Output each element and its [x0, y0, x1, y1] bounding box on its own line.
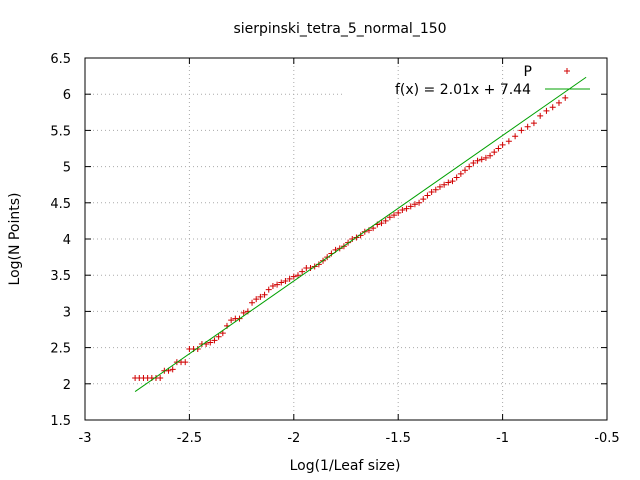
data-point [215, 333, 222, 340]
data-point [524, 123, 531, 130]
x-tick-label: -1 [496, 431, 509, 446]
data-point [424, 192, 431, 199]
data-point [549, 104, 556, 111]
data-point [491, 149, 498, 156]
data-point [261, 291, 268, 298]
legend-label-fit: f(x) = 2.01x + 7.44 [395, 82, 531, 98]
y-tick-label: 6 [63, 88, 71, 103]
data-point [169, 366, 176, 373]
data-point [207, 339, 214, 346]
y-tick-label: 5.5 [50, 124, 71, 139]
data-point [249, 299, 256, 306]
x-tick-label: -0.5 [594, 431, 619, 446]
data-point [157, 375, 164, 382]
data-point [416, 199, 423, 206]
x-tick-label: -2 [287, 431, 300, 446]
y-tick-label: 6.5 [50, 52, 71, 67]
data-point [495, 145, 502, 152]
data-point [453, 174, 460, 181]
ticks: -3 -2.5 -2 -1.5 -1 -0.5 1.5 2 2.5 3 3.5 4 4.5 5 5.5 6 6.… [50, 52, 619, 446]
data-point [411, 201, 418, 208]
y-tick-label: 3 [63, 305, 71, 320]
data-point [182, 359, 189, 366]
data-point [428, 188, 435, 195]
data-point [441, 181, 448, 188]
x-tick-label: -2.5 [177, 431, 202, 446]
y-axis-title: Log(N Points) [7, 193, 23, 286]
data-point [530, 120, 537, 127]
data-point [466, 163, 473, 170]
data-point [562, 94, 569, 101]
fit-line [134, 76, 587, 393]
data-point [555, 99, 562, 106]
y-tick-label: 3.5 [50, 269, 71, 284]
data-point [432, 186, 439, 193]
data-point [228, 317, 235, 324]
data-point [290, 273, 297, 280]
chart-title: sierpinski_tetra_5_normal_150 [233, 21, 446, 37]
data-point [395, 209, 402, 216]
y-tick-label: 5 [63, 161, 71, 176]
data-point [505, 138, 512, 145]
data-point [378, 220, 385, 227]
y-tick-label: 4.5 [50, 197, 71, 212]
legend-label-points: P [524, 64, 532, 80]
y-tick-label: 1.5 [50, 414, 71, 429]
y-tick-label: 2 [63, 378, 71, 393]
x-tick-label: -3 [79, 431, 92, 446]
data-point [391, 212, 398, 219]
marks [132, 76, 587, 393]
data-point [386, 214, 393, 221]
x-tick-label: -1.5 [386, 431, 411, 446]
data-point [403, 205, 410, 212]
data-point [294, 272, 301, 279]
y-tick-label: 4 [63, 233, 71, 248]
data-point [299, 268, 306, 275]
data-point [537, 112, 544, 119]
data-point [449, 178, 456, 185]
data-point [257, 293, 264, 300]
data-point [382, 217, 389, 224]
data-point [478, 156, 485, 163]
data-point [518, 127, 525, 134]
data-point [470, 159, 477, 166]
data-point [274, 281, 281, 288]
legend-marker-points [564, 68, 570, 74]
x-axis-title: Log(1/Leaf size) [290, 458, 401, 474]
data-point [474, 157, 481, 164]
data-point [219, 330, 226, 337]
data-point [436, 183, 443, 190]
grid [85, 58, 607, 420]
data-point [253, 296, 260, 303]
data-point [499, 141, 506, 148]
data-point [265, 286, 272, 293]
data-point [512, 133, 519, 140]
data-point [543, 107, 550, 114]
data-point [445, 179, 452, 186]
y-tick-label: 2.5 [50, 342, 71, 357]
legend: Pf(x) = 2.01x + 7.44 [395, 64, 590, 98]
data-point [482, 154, 489, 161]
data-point [487, 152, 494, 159]
data-point [269, 283, 276, 290]
data-point [420, 196, 427, 203]
data-point [211, 337, 218, 344]
data-point [462, 167, 469, 174]
data-point [286, 275, 293, 282]
data-point [399, 207, 406, 214]
data-point [282, 277, 289, 284]
data-point [278, 279, 285, 286]
data-point [240, 309, 247, 316]
data-point [457, 170, 464, 177]
data-point [407, 203, 414, 210]
